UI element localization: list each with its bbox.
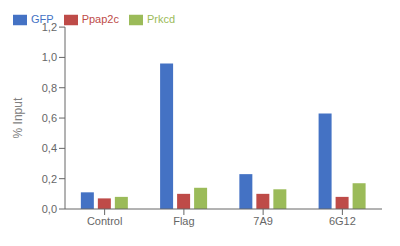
svg-text:0,0: 0,0 — [42, 203, 57, 215]
svg-text:Flag: Flag — [173, 215, 194, 227]
svg-text:% Input: % Input — [11, 97, 25, 138]
svg-text:0,6: 0,6 — [42, 112, 57, 124]
html-text:Ppap2c: Ppap2c — [81, 13, 119, 25]
svg-text:Control: Control — [87, 215, 122, 227]
svg-text:1,2: 1,2 — [42, 21, 57, 33]
html-text:Prkcd: Prkcd — [146, 13, 176, 25]
html-text:GFP: GFP — [31, 13, 54, 25]
svg-text:0,8: 0,8 — [42, 82, 57, 94]
svg-text:6G12: 6G12 — [329, 215, 356, 227]
svg-text:1,0: 1,0 — [42, 51, 57, 63]
svg-text:0,2: 0,2 — [42, 173, 57, 185]
svg-text:0,4: 0,4 — [42, 142, 57, 154]
svg-text:7A9: 7A9 — [253, 215, 273, 227]
